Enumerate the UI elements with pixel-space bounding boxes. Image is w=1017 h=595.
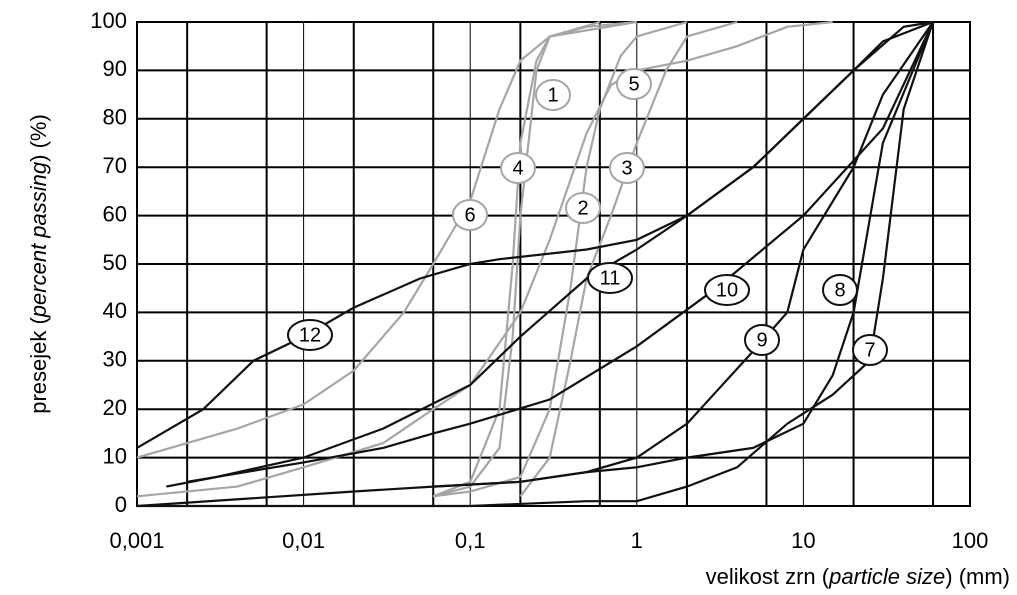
x-tick-label: 10 [791, 528, 815, 553]
series-line [136, 20, 833, 498]
series-label-bubble [565, 192, 601, 224]
series-line [137, 21, 935, 508]
series-label: 6 [464, 204, 475, 226]
y-tick-label: 100 [90, 8, 127, 33]
y-tick-label: 90 [103, 56, 127, 81]
x-axis-label: velikost zrn (particle size) (mm) [706, 564, 1010, 589]
x-label-part: velikost zrn ( [706, 564, 830, 589]
y-tick-label: 0 [115, 492, 127, 517]
x-tick-label: 0,1 [455, 528, 486, 553]
y-tick-label: 60 [103, 201, 127, 226]
series-label-bubble [744, 324, 780, 356]
x-tick-label: 1 [631, 528, 643, 553]
series-label: 2 [577, 197, 588, 219]
x-label-part: particle size [828, 564, 945, 589]
y-tick-label: 20 [103, 395, 127, 420]
series-label-bubble [822, 274, 858, 306]
series-label-bubble [852, 334, 888, 366]
y-tick-label: 40 [103, 298, 127, 323]
series-label: 8 [834, 279, 845, 301]
y-tick-label: 70 [103, 153, 127, 178]
y-axis-label: presejek (percent passing) (%) [26, 114, 51, 414]
series-label: 12 [299, 324, 321, 346]
y-tick-label: 80 [103, 105, 127, 130]
x-tick-label: 0,001 [109, 528, 164, 553]
x-tick-label: 0,01 [282, 528, 325, 553]
series-line [432, 20, 601, 498]
y-tick-label: 10 [103, 443, 127, 468]
series-label: 3 [621, 157, 632, 179]
plot-border [136, 21, 971, 507]
series-label: 11 [600, 267, 621, 289]
series-label-bubble [535, 79, 571, 111]
y-label-part: percent passing [26, 161, 51, 318]
series-label: 7 [864, 339, 875, 361]
series-label: 1 [547, 84, 558, 106]
series-line [519, 20, 738, 497]
series-label-bubble [609, 152, 645, 184]
series-label-bubble [587, 262, 633, 294]
series-line [187, 21, 934, 483]
y-tick-label: 30 [103, 347, 127, 372]
series-label-bubble [704, 274, 750, 306]
series-label: 5 [628, 73, 639, 95]
x-label-part: ) (mm) [945, 564, 1010, 589]
y-label-part: ) (%) [26, 114, 51, 162]
series-label-bubble [452, 199, 488, 231]
series-label: 9 [756, 329, 767, 351]
y-label-part: presejek ( [26, 317, 51, 414]
series-label-bubble [500, 152, 536, 184]
series-label-bubble [287, 319, 333, 351]
y-tick-label: 50 [103, 250, 127, 275]
x-tick-label: 100 [952, 528, 989, 553]
series-label: 10 [716, 279, 738, 301]
series-line [136, 20, 637, 459]
series-label-bubble [616, 68, 652, 100]
series-label: 4 [512, 157, 523, 179]
series-line [136, 20, 934, 449]
